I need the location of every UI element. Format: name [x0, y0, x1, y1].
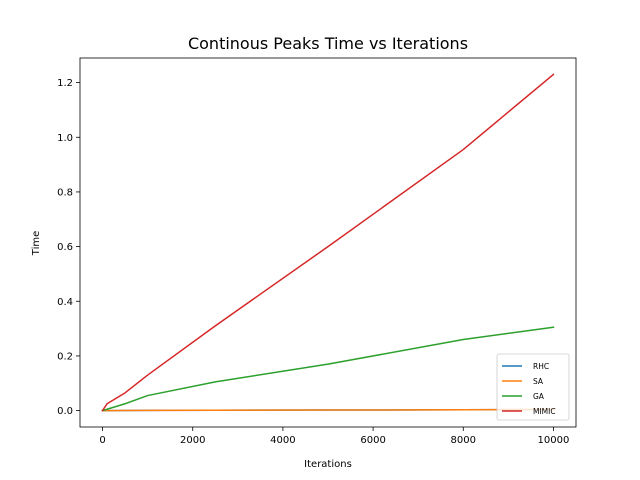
y-axis-label: Time — [31, 231, 42, 256]
y-axis-ticks: 0.0 0.2 0.4 0.6 0.8 1.0 1.2 — [57, 78, 80, 417]
legend-label-sa: SA — [533, 377, 544, 386]
y-tick-label: 0.8 — [57, 187, 73, 198]
legend-label-ga: GA — [533, 392, 545, 401]
legend-box — [496, 353, 570, 421]
y-tick-label: 1.2 — [57, 78, 73, 89]
legend-items: RHC SA GA MIMIC — [502, 362, 556, 416]
axes-frame — [79, 57, 577, 428]
x-tick-label: 6000 — [360, 435, 385, 446]
legend: RHC SA GA MIMIC — [496, 353, 570, 421]
x-axis-label: Iterations — [304, 459, 352, 470]
x-tick-label: 10000 — [538, 435, 570, 446]
series-lines — [101, 73, 555, 412]
x-tick-label: 8000 — [451, 435, 476, 446]
x-tick-label: 4000 — [270, 435, 295, 446]
series-line-sa — [101, 408, 555, 412]
y-tick-label: 1.0 — [57, 133, 73, 144]
chart-title: Continous Peaks Time vs Iterations — [188, 34, 468, 53]
x-axis-ticks: 0 2000 4000 6000 8000 10000 — [99, 427, 569, 446]
x-tick-label: 0 — [99, 435, 105, 446]
series-line-ga — [101, 326, 555, 412]
plot-area: 0 2000 4000 6000 8000 10000 0.0 0.2 0.4 0.6 0.8 1.… — [57, 57, 577, 446]
series-line-mimic — [101, 73, 555, 412]
y-tick-label: 0.6 — [57, 242, 73, 253]
y-tick-label: 0.0 — [57, 406, 73, 417]
y-tick-label: 0.4 — [57, 297, 73, 308]
y-tick-label: 0.2 — [57, 351, 73, 362]
legend-label-rhc: RHC — [533, 362, 549, 371]
x-tick-label: 2000 — [180, 435, 205, 446]
legend-label-mimic: MIMIC — [533, 407, 556, 416]
